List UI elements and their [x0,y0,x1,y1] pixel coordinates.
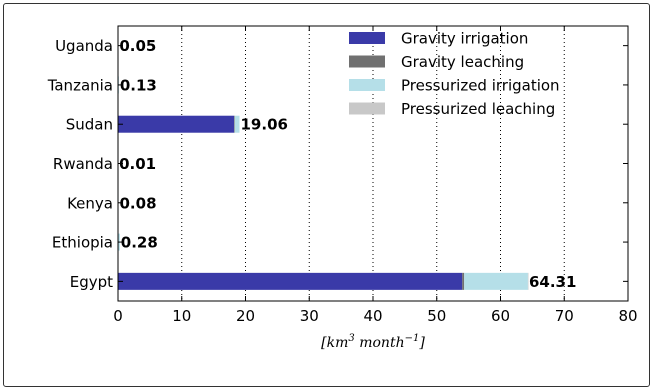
bar-total-label: 0.28 [121,234,158,252]
x-tick-label: 70 [555,307,574,325]
y-tick-label: Kenya [67,194,113,212]
x-tick-label: 80 [618,307,637,325]
y-tick-label: Rwanda [53,155,113,173]
x-tick-label: 40 [363,307,382,325]
x-tick-label: 10 [172,307,191,325]
bar-segment [118,115,235,133]
bar-segment [462,272,465,290]
bar-total-label: 0.01 [119,155,156,173]
bars: 64.31 0.28 0.08 0.01 19.06 0.13 0.05 [118,37,576,291]
bar-total-label: 0.13 [120,76,157,94]
legend-label: Pressurized leaching [401,100,555,118]
y-tick-label: Sudan [66,116,113,134]
x-tick-label: 20 [236,307,255,325]
x-tick-label: 50 [427,307,446,325]
legend-swatch [349,32,385,44]
legend-swatch [349,55,385,68]
x-tick-label: 60 [491,307,510,325]
x-axis-label-part-1: [km [321,335,348,351]
legend-label: Gravity irrigation [401,30,528,48]
x-axis-label-sup-2: −1 [405,333,420,344]
bar-segment [527,272,529,290]
y-tick-label: Uganda [55,37,113,55]
x-axis-label: [km3 month−1] [321,333,425,351]
y-tick-label: Ethiopia [52,234,113,252]
legend-label: Pressurized irrigation [401,77,560,95]
bar-total-label: 0.08 [120,194,157,212]
bar-segment [464,272,528,290]
bar-total-label: 64.31 [529,273,576,291]
y-tick-label: Tanzania [47,76,113,94]
bar-segment [234,115,235,133]
legend-label: Gravity leaching [401,53,524,71]
bar-total-label: 19.06 [241,116,288,134]
bar-total-label: 0.05 [119,37,156,55]
legend-swatch [349,102,385,115]
stacked-bar-chart: 64.31 0.28 0.08 0.01 19.06 0.13 0.05 0 10 20 30 40… [47,25,638,351]
x-tick-label: 30 [300,307,319,325]
chart-frame: 64.31 0.28 0.08 0.01 19.06 0.13 0.05 0 10 20 30 40… [3,3,650,387]
legend: Gravity irrigation Gravity leaching Pressu… [349,30,560,118]
x-axis-label-part-3: ] [418,335,425,351]
x-axis-label-part-2: month [355,335,405,351]
bar-segment [118,272,463,290]
legend-swatch [349,79,385,91]
bar-segment [234,115,240,133]
x-tick-label: 0 [113,307,123,325]
axis-ticks: 0 10 20 30 40 50 60 70 80 Egypt Ethiopia Kenya Rwand… [47,26,638,325]
y-tick-label: Egypt [70,273,113,291]
x-axis-label-sup-1: 3 [348,333,354,344]
